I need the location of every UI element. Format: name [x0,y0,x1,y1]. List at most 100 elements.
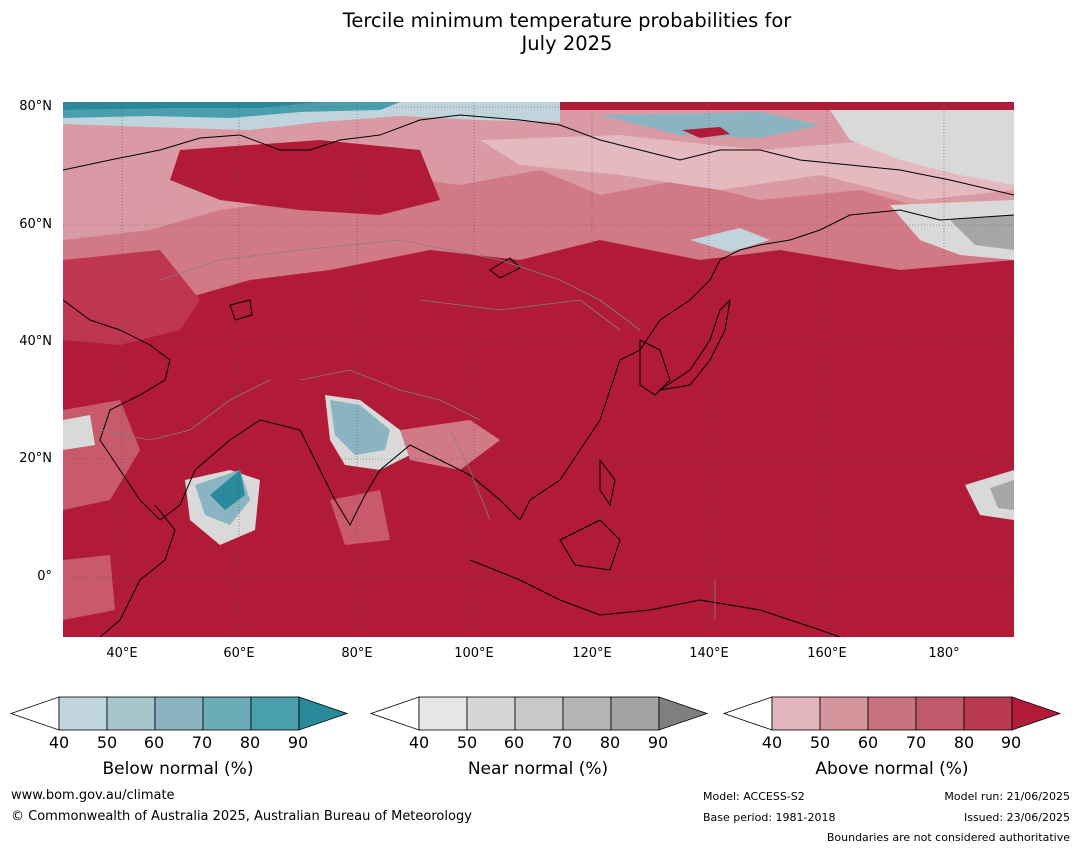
gridlines [63,102,1014,637]
colorbar-0-segment-5 [250,696,300,731]
tick-above-60: 60 [857,733,879,752]
tick-near-70: 70 [551,733,573,752]
colorbar-above-title: Above normal (%) [815,759,969,779]
lon-label-100e: 100°E [454,646,494,661]
caspian-coastline [229,299,253,321]
lon-label-140e: 140°E [689,646,729,661]
below-60-region-east-siberia [600,112,820,138]
lon-label-180: 180° [928,646,960,661]
colorbar-2-segment-1 [771,696,821,731]
below-90-region-gulf-of-aden [210,470,245,510]
colorbar-2-segment-2 [819,696,869,731]
lon-label-120e: 120°E [572,646,612,661]
issued-text: Issued: 23/06/2025 [963,811,1070,824]
title-line-2: July 2025 [521,32,613,55]
tick-above-70: 70 [905,733,927,752]
near-normal-dark-region [950,215,1014,250]
colorbar-1-segment-5 [610,696,660,731]
colorbar-0-max-arrow [298,696,349,731]
tick-above-80: 80 [953,733,975,752]
lon-label-80e: 80°E [341,646,373,661]
chart-title: Tercile minimum temperature probabilitie… [0,9,1081,55]
tick-above-50: 50 [809,733,831,752]
above-90-region-west-siberia [170,140,440,215]
tick-near-90: 90 [647,733,669,752]
tick-below-40: 40 [48,733,70,752]
tick-below-90: 90 [287,733,309,752]
lon-label-40e: 40°E [106,646,138,661]
colorbar-2-segment-3 [867,696,917,731]
korea-coastline [639,339,671,396]
lat-label-20n: 20°N [19,451,52,466]
colorbar-1-segment-4 [562,696,612,731]
tick-near-40: 40 [408,733,430,752]
above-60-region-himalaya [400,420,500,470]
lat-label-40n: 40°N [19,334,52,349]
above-80-region-europe [63,250,200,345]
colorbar-1-segment-2 [466,696,516,731]
border-mongolia [419,299,621,331]
colorbar-2-segment-5 [963,696,1013,731]
philippines-coastline [599,458,616,507]
borneo-coastline [559,519,621,571]
country-borders [99,239,716,620]
colorbar-below-title: Below normal (%) [102,759,254,779]
colorbar-0-min-arrow [9,696,60,731]
japan-coastline [659,298,731,391]
below-60-region-tibet [330,400,390,455]
base-period-text: Base period: 1981-2018 [703,811,836,824]
near-normal-dark-region-pacific [990,480,1014,510]
arctic-coastline [63,114,1014,196]
tick-below-50: 50 [96,733,118,752]
map-field [63,102,1014,637]
above-90-patch-island [682,127,730,138]
colorbar-0-segment-3 [154,696,204,731]
colorbar-near-title: Near normal (%) [467,759,609,779]
lon-label-60e: 60°E [223,646,255,661]
colorbar-2-max-arrow [1011,696,1062,731]
above-70-region-india [330,490,390,545]
colorbar-0-segment-2 [106,696,156,731]
title-line-1: Tercile minimum temperature probabilitie… [342,9,792,32]
tick-near-60: 60 [503,733,525,752]
copyright-text: © Commonwealth of Australia 2025, Austra… [11,809,472,824]
model-text: Model: ACCESS-S2 [703,790,805,803]
southern-asia-coastline [63,209,1014,527]
near-normal-region-arctic [830,110,1014,185]
indonesia-coastline [469,559,841,637]
near-normal-region-sahara [63,415,95,450]
coastlines [63,114,1014,637]
border-indochina [449,429,491,521]
website-link[interactable]: www.bom.gov.au/climate [11,788,175,803]
above-70-region-central-africa [63,555,115,620]
lat-label-60n: 60°N [19,217,52,232]
baikal-coastline [489,257,521,279]
colorbar-1-segment-3 [514,696,564,731]
tick-below-60: 60 [143,733,165,752]
below-90-region-arctic [63,102,320,110]
below-40-region-okhotsk [690,228,770,252]
border-china-south [299,369,481,421]
colorbar-1-segment-1 [418,696,468,731]
border-middle-east [99,379,271,441]
colorbar-1-min-arrow [369,696,420,731]
colorbar-above-normal [722,696,1062,731]
colorbar-0-segment-4 [202,696,252,731]
tick-near-50: 50 [456,733,478,752]
lat-label-0: 0° [37,569,52,584]
model-run-text: Model run: 21/06/2025 [944,790,1070,803]
tick-near-80: 80 [599,733,621,752]
tick-above-90: 90 [1000,733,1022,752]
lon-label-160e: 160°E [807,646,847,661]
lat-label-80n: 80°N [19,99,52,114]
colorbar-2-min-arrow [722,696,773,731]
border-russia-south [159,239,641,331]
colorbar-near-normal [369,696,709,731]
east-africa-coastline [99,504,176,637]
disclaimer-text: Boundaries are not considered authoritat… [826,831,1070,844]
tick-below-80: 80 [239,733,261,752]
tick-below-70: 70 [191,733,213,752]
colorbar-0-segment-1 [58,696,108,731]
colorbar-below-normal [9,696,349,731]
